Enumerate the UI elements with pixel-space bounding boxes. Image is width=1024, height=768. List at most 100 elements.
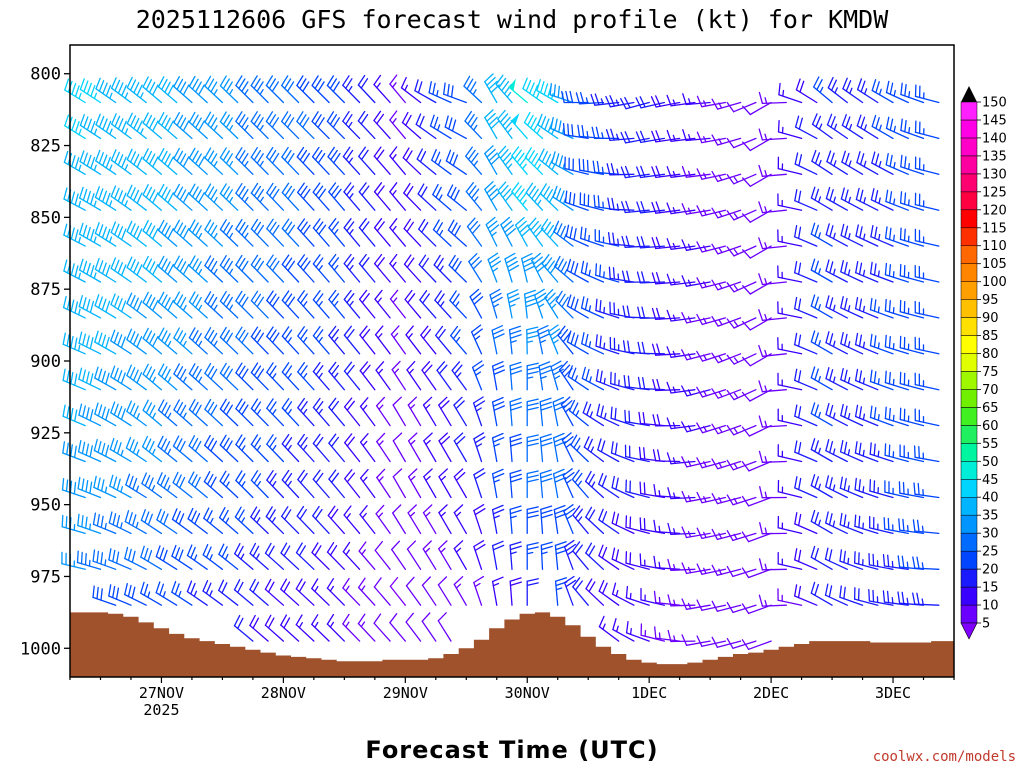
wind-barb <box>79 78 102 104</box>
wind-barb <box>758 201 787 214</box>
wind-barb <box>438 540 452 570</box>
wind-barb <box>583 436 605 463</box>
wind-barb <box>126 148 147 175</box>
wind-barb <box>825 402 848 427</box>
wind-barb <box>840 187 864 211</box>
wind-barb <box>342 146 361 175</box>
wind-barb <box>726 137 757 149</box>
wind-barb <box>389 182 406 211</box>
wind-barb <box>884 370 909 391</box>
wind-barb <box>571 469 589 499</box>
wind-barb <box>376 468 391 499</box>
wind-barb <box>266 470 285 499</box>
wind-barb <box>681 598 711 610</box>
wind-barb <box>726 637 757 649</box>
wind-barb <box>173 76 193 104</box>
wind-barb <box>794 368 818 391</box>
wind-barb <box>126 328 147 355</box>
wind-barb <box>666 129 696 142</box>
wind-barb <box>219 326 239 355</box>
wind-barb <box>526 578 539 606</box>
wind-barb <box>759 522 787 535</box>
wind-barb <box>297 397 315 427</box>
wind-barb <box>280 542 300 570</box>
wind-barb <box>473 575 485 606</box>
wind-barb <box>188 183 208 211</box>
wind-barb <box>696 95 727 108</box>
wind-barb <box>825 223 848 247</box>
wind-barb <box>612 618 635 642</box>
wind-barb <box>250 470 269 499</box>
wind-barb <box>572 541 589 570</box>
wind-barb <box>373 74 391 104</box>
wind-barb <box>839 585 864 606</box>
wind-barb <box>453 396 467 427</box>
wind-barb <box>491 504 505 535</box>
wind-barb <box>777 444 803 463</box>
wind-barb <box>407 504 422 535</box>
wind-barb <box>469 288 484 319</box>
wind-barb <box>359 361 376 391</box>
wind-barb <box>391 540 406 570</box>
wind-barb <box>453 576 467 606</box>
wind-barb <box>777 515 803 535</box>
wind-barb <box>758 128 787 141</box>
wind-barb <box>110 257 132 283</box>
wind-barb <box>585 506 605 535</box>
wind-barb <box>562 468 575 499</box>
wind-barb <box>598 472 620 499</box>
wind-barb <box>810 294 833 319</box>
colorbar-label: 45 <box>982 473 999 488</box>
wind-barb <box>446 184 467 211</box>
wind-barb <box>595 263 620 283</box>
wind-barb <box>853 551 879 570</box>
wind-barb <box>78 258 102 283</box>
wind-barb <box>810 581 833 606</box>
wind-barb <box>173 291 193 319</box>
wind-barb <box>639 481 666 499</box>
wind-barb <box>188 327 208 355</box>
wind-barb <box>416 148 437 175</box>
wind-barb <box>342 541 361 570</box>
wind-barb <box>726 530 757 542</box>
colorbar-top-arrow <box>961 86 977 102</box>
wind-barb <box>126 76 147 104</box>
colorbar-swatch <box>960 586 978 606</box>
wind-barb <box>758 273 787 286</box>
wind-barb <box>219 434 239 463</box>
wind-barb <box>188 147 208 175</box>
wind-barb <box>594 228 620 247</box>
x-tick-label: 29NOV <box>383 684 428 702</box>
y-tick-label: 975 <box>30 567 61 587</box>
wind-barb <box>142 291 163 319</box>
wind-barb <box>696 457 727 469</box>
colorbar-swatch <box>960 353 978 372</box>
wind-barb <box>311 542 330 570</box>
wind-barb <box>598 580 620 606</box>
wind-barb <box>219 255 239 283</box>
wind-barb <box>550 116 574 140</box>
wind-barb <box>667 594 696 607</box>
wind-barb <box>375 396 391 427</box>
y-tick-label: 850 <box>30 208 61 228</box>
colorbar-swatch <box>960 389 978 408</box>
wind-barb <box>233 614 254 642</box>
wind-barb <box>358 289 376 319</box>
wind-barb <box>491 325 505 355</box>
wind-barb <box>870 224 894 247</box>
wind-barb <box>124 510 147 535</box>
wind-barb <box>914 408 940 427</box>
wind-barb <box>637 341 666 355</box>
wind-barb <box>696 491 727 504</box>
wind-barb <box>62 332 86 355</box>
wind-barb <box>77 513 102 535</box>
wind-barb <box>758 91 787 105</box>
wind-barb <box>840 331 864 355</box>
wind-barb <box>421 576 437 606</box>
wind-barb <box>900 118 925 140</box>
wind-barb <box>373 253 391 283</box>
wind-barb <box>523 289 538 319</box>
wind-barb <box>810 222 833 247</box>
wind-barb <box>794 260 818 283</box>
